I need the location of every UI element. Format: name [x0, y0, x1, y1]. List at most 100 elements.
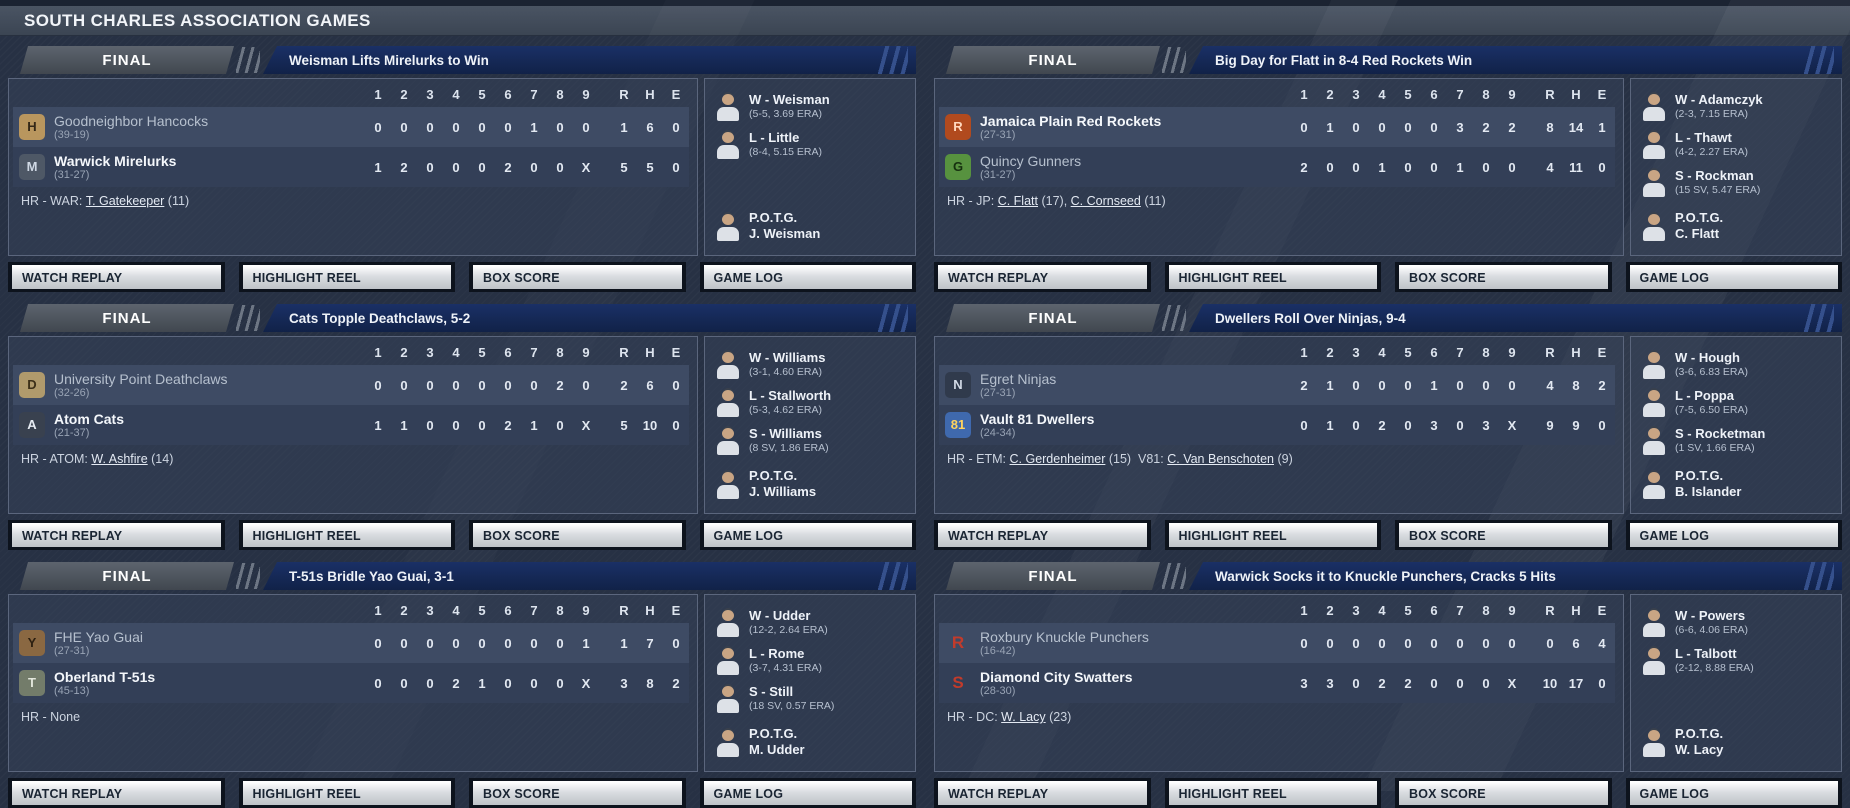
away-team-row[interactable]: D University Point Deathclaws (32-26) 0 …: [13, 365, 689, 405]
game-log-button[interactable]: GAME LOG: [699, 778, 916, 808]
box-score-button[interactable]: BOX SCORE: [469, 778, 686, 808]
hr-player-link[interactable]: C. Van Benschoten: [1167, 452, 1274, 466]
hr-text: (17),: [1038, 194, 1071, 208]
home-hits: 5: [646, 159, 654, 175]
inning-header: 4: [452, 86, 460, 102]
pitcher-entry[interactable]: W - Powers (6-6, 4.06 ERA): [1641, 603, 1835, 641]
hr-player-link[interactable]: C. Flatt: [997, 194, 1038, 208]
inning-score: 0: [556, 159, 564, 175]
away-team-logo: D: [19, 371, 45, 398]
pitcher-stat-detail: (6-6, 4.06 ERA): [1675, 623, 1748, 636]
pitcher-entry[interactable]: S - Rocketman (1 SV, 1.66 ERA): [1641, 421, 1835, 459]
pitcher-entry[interactable]: L - Little (8-4, 5.15 ERA): [715, 125, 909, 163]
pitcher-entry[interactable]: L - Stallworth (5-3, 4.62 ERA): [715, 383, 909, 421]
game-headline: Big Day for Flatt in 8-4 Red Rockets Win: [1215, 52, 1473, 68]
runs-header: R: [1545, 602, 1555, 618]
potg-entry[interactable]: P.O.T.G. W. Lacy: [1641, 719, 1835, 765]
inning-score: 0: [1482, 675, 1490, 691]
inning-score: 0: [1430, 675, 1438, 691]
home-team-cell: G Quincy Gunners (31-27): [939, 153, 1291, 182]
highlight-reel-button[interactable]: HIGHLIGHT REEL: [238, 520, 455, 550]
pitcher-entry[interactable]: W - Hough (3-6, 6.83 ERA): [1641, 345, 1835, 383]
pitcher-entry[interactable]: S - Rockman (15 SV, 5.47 ERA): [1641, 163, 1835, 201]
box-score-button[interactable]: BOX SCORE: [1395, 520, 1612, 550]
inning-score: 0: [478, 119, 486, 135]
inning-score: 0: [1378, 119, 1386, 135]
hr-player-link[interactable]: W. Lacy: [1001, 710, 1046, 724]
home-hits: 17: [1568, 675, 1584, 691]
pitcher-entry[interactable]: L - Talbott (2-12, 8.88 ERA): [1641, 641, 1835, 679]
line-score-header: 1 2 3 4 5 6 7 8 9 R H E: [13, 597, 689, 623]
watch-replay-button[interactable]: WATCH REPLAY: [934, 778, 1151, 808]
potg-entry[interactable]: P.O.T.G. M. Udder: [715, 719, 909, 765]
inning-score: 0: [504, 377, 512, 393]
pitcher-entry[interactable]: L - Rome (3-7, 4.31 ERA): [715, 641, 909, 679]
pitcher-entry[interactable]: L - Thawt (4-2, 2.27 ERA): [1641, 125, 1835, 163]
home-team-row[interactable]: G Quincy Gunners (31-27) 2 0 0 1 0 0 1 0…: [939, 147, 1615, 187]
line-score: 1 2 3 4 5 6 7 8 9 R H E H: [8, 78, 698, 256]
inning-header: 1: [1300, 86, 1308, 102]
inning-score: 0: [1404, 159, 1412, 175]
hr-player-link[interactable]: C. Cornseed: [1070, 194, 1141, 208]
watch-replay-button[interactable]: WATCH REPLAY: [934, 262, 1151, 292]
watch-replay-button[interactable]: WATCH REPLAY: [934, 520, 1151, 550]
potg-entry[interactable]: P.O.T.G. J. Weisman: [715, 203, 909, 249]
watch-replay-button[interactable]: WATCH REPLAY: [8, 262, 225, 292]
highlight-reel-button[interactable]: HIGHLIGHT REEL: [1164, 262, 1381, 292]
hr-player-link[interactable]: T. Gatekeeper: [85, 194, 165, 208]
hr-text: (15) V81:: [1105, 452, 1168, 466]
watch-replay-button[interactable]: WATCH REPLAY: [8, 520, 225, 550]
box-score-button[interactable]: BOX SCORE: [469, 520, 686, 550]
pitcher-entry[interactable]: S - Still (18 SV, 0.57 ERA): [715, 679, 909, 717]
highlight-reel-button[interactable]: HIGHLIGHT REEL: [1164, 520, 1381, 550]
pitcher-entry[interactable]: W - Weisman (5-5, 3.69 ERA): [715, 87, 909, 125]
inning-header: 9: [1508, 86, 1516, 102]
box-score-button[interactable]: BOX SCORE: [1395, 778, 1612, 808]
home-team-logo: S: [952, 672, 964, 692]
home-team-cell: M Warwick Mirelurks (31-27): [13, 153, 365, 182]
home-team-row[interactable]: T Oberland T-51s (45-13) 0 0 0 2 1 0 0 0…: [13, 663, 689, 703]
game-log-button[interactable]: GAME LOG: [1625, 262, 1842, 292]
away-team-row[interactable]: R Roxbury Knuckle Punchers (16-42) 0 0 0…: [939, 623, 1615, 663]
away-team-row[interactable]: H Goodneighbor Hancocks (39-19) 0 0 0 0 …: [13, 107, 689, 147]
away-team-row[interactable]: R Jamaica Plain Red Rockets (27-31) 0 1 …: [939, 107, 1615, 147]
game-log-button[interactable]: GAME LOG: [1625, 520, 1842, 550]
away-team-name: Goodneighbor Hancocks: [54, 112, 209, 129]
hr-player-link[interactable]: W. Ashfire: [91, 452, 148, 466]
watch-replay-button[interactable]: WATCH REPLAY: [8, 778, 225, 808]
pitcher-entry[interactable]: W - Udder (12-2, 2.64 ERA): [715, 603, 909, 641]
pitcher-entry[interactable]: S - Williams (8 SV, 1.86 ERA): [715, 421, 909, 459]
highlight-reel-button[interactable]: HIGHLIGHT REEL: [1164, 778, 1381, 808]
inning-score: 3: [1326, 675, 1334, 691]
pitcher-entry[interactable]: W - Adamczyk (2-3, 7.15 ERA): [1641, 87, 1835, 125]
away-team-row[interactable]: Y FHE Yao Guai (27-31) 0 0 0 0 0 0 0 0 1: [13, 623, 689, 663]
home-team-row[interactable]: A Atom Cats (21-37) 1 1 0 0 0 2 1 0 X: [13, 405, 689, 445]
highlight-reel-button[interactable]: HIGHLIGHT REEL: [238, 262, 455, 292]
away-team-row[interactable]: N Egret Ninjas (27-31) 2 1 0 0 0 1 0 0 0: [939, 365, 1615, 405]
hr-player-link[interactable]: C. Gerdenheimer: [1009, 452, 1106, 466]
potg-entry[interactable]: P.O.T.G. B. Islander: [1641, 461, 1835, 507]
potg-entry[interactable]: P.O.T.G. J. Williams: [715, 461, 909, 507]
home-errors: 0: [1598, 159, 1606, 175]
inning-score: 3: [1430, 417, 1438, 433]
game-card: FINAL Weisman Lifts Mirelurks to Win 1 2…: [8, 46, 916, 292]
game-log-button[interactable]: GAME LOG: [699, 262, 916, 292]
pitcher-entry[interactable]: L - Poppa (7-5, 6.50 ERA): [1641, 383, 1835, 421]
potg-player-name: J. Weisman: [749, 226, 821, 241]
pitcher-entry[interactable]: W - Williams (3-1, 4.60 ERA): [715, 345, 909, 383]
highlight-reel-button[interactable]: HIGHLIGHT REEL: [238, 778, 455, 808]
game-log-button[interactable]: GAME LOG: [1625, 778, 1842, 808]
home-team-row[interactable]: S Diamond City Swatters (28-30) 3 3 0 2 …: [939, 663, 1615, 703]
box-score-button[interactable]: BOX SCORE: [469, 262, 686, 292]
home-hits: 9: [1572, 417, 1580, 433]
potg-entry[interactable]: P.O.T.G. C. Flatt: [1641, 203, 1835, 249]
home-team-row[interactable]: M Warwick Mirelurks (31-27) 1 2 0 0 0 2 …: [13, 147, 689, 187]
away-hits: 8: [1572, 377, 1580, 393]
hr-text: (11): [164, 194, 190, 208]
game-log-button[interactable]: GAME LOG: [699, 520, 916, 550]
inning-score: 0: [1378, 635, 1386, 651]
pitcher-portrait: [1641, 387, 1667, 417]
box-score-button[interactable]: BOX SCORE: [1395, 262, 1612, 292]
home-team-row[interactable]: 81 Vault 81 Dwellers (24-34) 0 1 0 2 0 3…: [939, 405, 1615, 445]
inning-score: 0: [582, 119, 590, 135]
